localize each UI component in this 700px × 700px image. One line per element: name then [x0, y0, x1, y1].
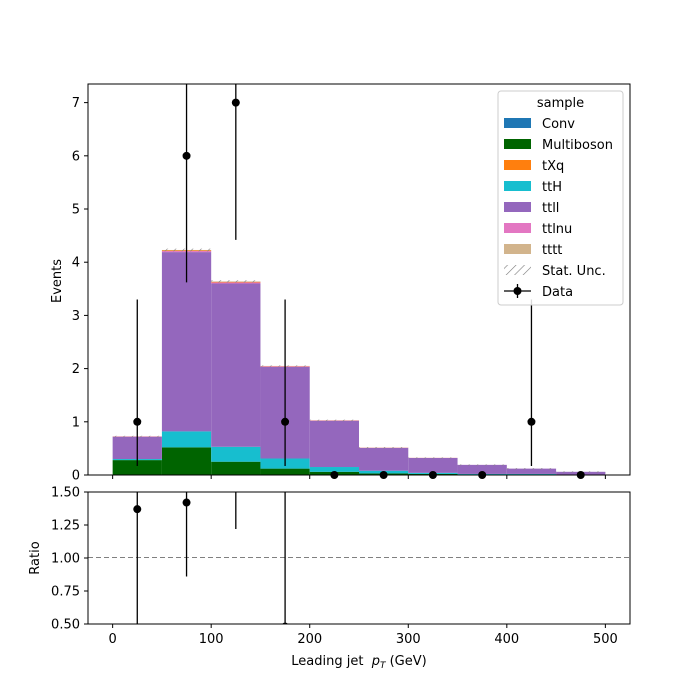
bar-multiboson-bin-1 — [161, 447, 212, 475]
data-point-3 — [281, 417, 290, 426]
ratio-y-tick-label-0: 0.50 — [51, 618, 80, 633]
legend-swatch-ttll — [504, 202, 531, 212]
bar-tth-bin-8 — [506, 473, 557, 475]
ratio-y-tick-label-3: 1.25 — [51, 519, 80, 534]
legend-label-tth: ttH — [542, 180, 562, 195]
bar-tth-bin-2 — [211, 446, 261, 462]
legend-marker-data — [513, 287, 522, 295]
bar-ttll-bin-5 — [359, 447, 409, 471]
bar-ttll-bin-2 — [211, 283, 261, 447]
main-y-tick-label-6: 6 — [72, 149, 80, 164]
x-axis-label-suffix: (GeV) — [385, 654, 426, 669]
ratio-x-tick-label-5: 500 — [593, 632, 618, 647]
ratio-x-tick-label-2: 200 — [297, 632, 322, 647]
legend-label-txq: tXq — [542, 159, 564, 174]
stat-unc-band-bin-2 — [211, 280, 261, 283]
ratio-y-tick-label-2: 1.00 — [51, 552, 80, 567]
legend-label-conv: Conv — [542, 117, 575, 132]
legend-label-multiboson: Multiboson — [542, 138, 613, 153]
ratio-panel: 0 100 200 300 400 500 0.50 0.75 1.00 1.25 1.50 Ra… — [28, 486, 631, 671]
x-axis-label: Leading jet pT (GeV) — [291, 654, 426, 671]
legend-swatch-ttlnu — [504, 223, 531, 233]
bar-ttlnu-bin-2 — [211, 282, 261, 284]
main-panel: 0 1 2 3 4 5 6 7 Events sample Conv Multiboson tXq t… — [50, 83, 631, 484]
data-point-8 — [527, 417, 536, 426]
legend-swatch-multiboson — [504, 139, 531, 149]
bar-ttll-bin-6 — [408, 457, 458, 473]
ratio-x-ticks: 0 100 200 300 400 500 — [108, 624, 618, 647]
main-y-tick-label-2: 2 — [72, 362, 80, 377]
main-axes-frame — [87, 83, 631, 476]
stat-unc-band-bin-5 — [359, 447, 409, 449]
legend-swatch-txq — [504, 160, 531, 170]
data-point-2 — [231, 98, 240, 107]
main-y-ticks: 0 1 2 3 4 5 6 7 — [72, 96, 88, 484]
stat-unc-band-bin-6 — [408, 457, 458, 459]
ratio-x-tick-label-0: 0 — [108, 632, 116, 647]
x-axis-label-prefix: Leading jet — [291, 654, 371, 669]
ratio-x-tick-label-1: 100 — [199, 632, 224, 647]
legend-swatch-tttt — [504, 244, 531, 254]
stat-unc-band-bin-4 — [309, 419, 359, 422]
bar-ttll-bin-4 — [309, 420, 359, 468]
legend-label-stat-unc: Stat. Unc. — [542, 264, 606, 279]
legend-label-ttll: ttll — [542, 201, 559, 216]
bar-ttll-bin-8 — [506, 468, 557, 474]
bar-tth-bin-1 — [161, 431, 212, 448]
data-points — [133, 84, 585, 479]
bar-tth-bin-4 — [309, 467, 359, 472]
stat-unc-band-bin-8 — [506, 468, 557, 470]
ratio-point-1 — [182, 498, 191, 507]
main-y-tick-label-4: 4 — [72, 256, 80, 271]
ratio-x-tick-label-4: 400 — [494, 632, 519, 647]
legend-swatch-stat-unc — [504, 265, 531, 275]
main-x-ticks — [112, 475, 606, 479]
ratio-x-tick-label-3: 300 — [396, 632, 421, 647]
main-y-tick-label-0: 0 — [72, 469, 80, 484]
main-y-axis-label: Events — [50, 259, 65, 303]
main-y-tick-label-5: 5 — [72, 203, 80, 218]
legend-swatch-tth — [504, 181, 531, 191]
bar-ttll-bin-7 — [457, 464, 507, 474]
legend: sample Conv Multiboson tXq ttH ttll ttlnu tttt S… — [497, 90, 624, 306]
data-point-1 — [182, 151, 191, 160]
x-axis-label-subscript: T — [380, 661, 387, 671]
bar-multiboson-bin-3 — [260, 468, 310, 475]
ratio-y-ticks: 0.50 0.75 1.00 1.25 1.50 — [51, 486, 88, 633]
legend-title: sample — [537, 96, 584, 111]
bar-multiboson-bin-2 — [211, 461, 261, 475]
stat-unc-band-bin-7 — [457, 464, 507, 466]
ratio-y-tick-label-4: 1.50 — [51, 486, 80, 501]
ratio-y-tick-label-1: 0.75 — [51, 585, 80, 600]
bar-multiboson-bin-0 — [112, 460, 162, 475]
legend-swatch-conv — [504, 118, 531, 128]
x-axis-label-symbol: p — [371, 654, 380, 669]
ratio-y-axis-label: Ratio — [28, 541, 43, 574]
ratio-points — [133, 492, 289, 624]
main-y-tick-label-3: 3 — [72, 309, 80, 324]
main-y-tick-label-7: 7 — [72, 96, 80, 111]
ratio-point-0 — [133, 505, 142, 514]
main-y-tick-label-1: 1 — [72, 415, 80, 430]
data-point-0 — [133, 417, 142, 426]
legend-label-tttt: tttt — [542, 243, 562, 258]
legend-label-ttlnu: ttlnu — [542, 222, 572, 237]
legend-label-data: Data — [542, 285, 573, 300]
